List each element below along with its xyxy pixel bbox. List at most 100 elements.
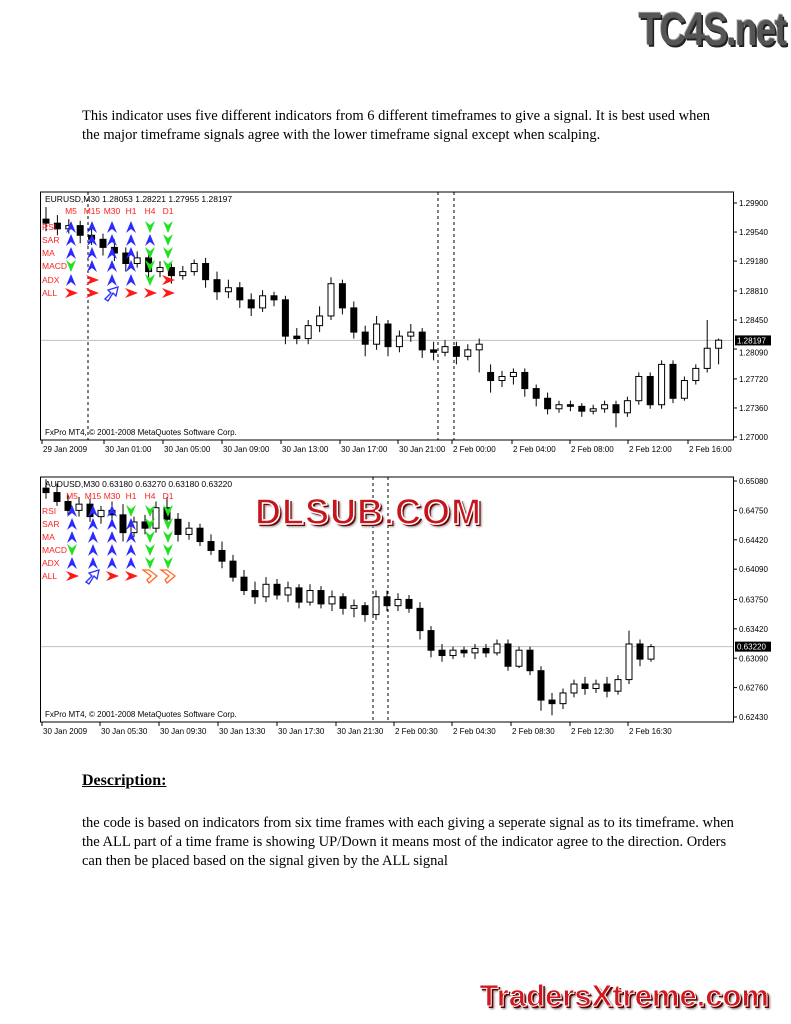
eurusd-chart: 1.29900 1.29540 1.29180 1.28810 1.28450 1.280… [40, 191, 771, 454]
candle-body [603, 683, 611, 692]
x-tick-label: 30 Jan 21:30 [337, 727, 384, 736]
current-price-tag [735, 335, 771, 346]
candle-body [430, 349, 438, 353]
current-price-label: 0.63220 [737, 643, 766, 652]
candle-body [405, 598, 413, 609]
candle-body [544, 397, 552, 410]
timeframe-label: M15 [84, 206, 101, 216]
down-arrow-icon [145, 274, 155, 286]
up-arrow-icon [67, 531, 77, 543]
candle-body [284, 587, 292, 596]
dlsub-watermark: DLSUB.COM [254, 491, 482, 533]
indicator-row-label: SAR [42, 235, 59, 245]
candle-body [202, 263, 210, 281]
y-tick-label: 1.29900 [739, 199, 768, 208]
candle-body [669, 363, 677, 399]
indicator-row-label: ADX [42, 558, 60, 568]
up-arrow-icon [66, 247, 76, 259]
candle-body [416, 607, 424, 632]
down-arrow-icon [163, 557, 173, 569]
up-arrow-icon [126, 274, 136, 286]
up-arrow-icon [66, 274, 76, 286]
x-tick-label: 30 Jan 13:00 [282, 445, 329, 454]
right-arrow-icon [125, 288, 138, 298]
description-heading: Description: [82, 772, 167, 789]
intro-paragraph: This indicator uses five different indic… [82, 108, 711, 143]
timeframe-label: H4 [145, 206, 156, 216]
x-tick-label: 2 Feb 08:30 [512, 727, 555, 736]
candle-body [526, 649, 534, 672]
candle-body [395, 335, 403, 348]
candle-body [99, 238, 107, 248]
candle-body [680, 380, 688, 399]
candle-body [53, 492, 61, 502]
candle-body [122, 252, 130, 265]
up-arrow-icon [88, 557, 98, 569]
candle-body [625, 643, 633, 681]
up-arrow-icon [126, 518, 136, 530]
candle-body [240, 576, 248, 592]
big-up-arrow-icon [103, 286, 119, 302]
candle-body [270, 295, 278, 301]
candle-body [152, 507, 160, 529]
x-tick-label: 30 Jan 13:30 [219, 727, 266, 736]
candle-body [407, 331, 415, 337]
candle-body [295, 587, 303, 603]
candle-body [521, 371, 529, 390]
candle-body [441, 346, 449, 353]
candle-body [438, 649, 446, 657]
up-arrow-icon [107, 221, 117, 233]
candle-body [623, 400, 631, 414]
candle-body [601, 404, 609, 410]
candle-body [213, 279, 221, 293]
up-arrow-icon [145, 234, 155, 246]
y-tick-label: 0.64420 [739, 536, 768, 545]
candle-body [532, 388, 540, 399]
down-arrow-icon [163, 505, 173, 517]
timeframe-label: H1 [126, 206, 137, 216]
indicator-row-label: MA [42, 248, 55, 258]
timeframe-label: H1 [126, 491, 137, 501]
candle-body [715, 339, 723, 349]
candle-body [328, 596, 336, 605]
timeframe-label: M5 [66, 491, 78, 501]
y-tick-label: 1.28090 [739, 348, 768, 357]
y-tick-label: 0.62430 [739, 713, 768, 722]
audusd-chart: 0.65080 0.64750 0.64420 0.64090 0.63750 0.634… [40, 476, 771, 736]
candle-body [306, 590, 314, 603]
right-arrow-icon [162, 288, 175, 298]
x-tick-label: 30 Jan 01:00 [105, 445, 152, 454]
down-arrow-icon [67, 544, 77, 556]
x-tick-label: 2 Feb 12:00 [629, 445, 672, 454]
x-tick-label: 2 Feb 04:30 [453, 727, 496, 736]
timeframe-label: D1 [163, 206, 174, 216]
down-arrow-icon [145, 260, 155, 272]
candle-body [614, 679, 622, 692]
y-tick-label: 1.27000 [739, 433, 768, 442]
candle-body [259, 295, 267, 309]
x-tick-label: 30 Jan 09:30 [160, 727, 207, 736]
y-tick-label: 1.29540 [739, 228, 768, 237]
indicator-row-label: ALL [42, 288, 57, 298]
up-arrow-icon [107, 531, 117, 543]
candle-body [555, 404, 563, 410]
candle-body [350, 605, 358, 609]
indicator-row-label: MACD [42, 261, 67, 271]
up-arrow-icon [126, 531, 136, 543]
current-price-label: 1.28197 [737, 336, 766, 345]
down-arrow-icon [163, 234, 173, 246]
candle-body [327, 283, 335, 317]
candle-body [612, 404, 620, 414]
candle-body [646, 375, 654, 406]
candle-body [498, 375, 506, 382]
timeframe-label: H4 [145, 491, 156, 501]
copyright-text: FxPro MT4, © 2001-2008 MetaQuotes Softwa… [45, 710, 237, 719]
candle-body [449, 649, 457, 657]
candle-body [236, 287, 244, 301]
candle-body [515, 649, 523, 667]
x-tick-label: 30 Jan 17:00 [341, 445, 388, 454]
y-tick-label: 0.65080 [739, 477, 768, 486]
candle-body [190, 263, 198, 273]
up-arrow-icon [87, 260, 97, 272]
